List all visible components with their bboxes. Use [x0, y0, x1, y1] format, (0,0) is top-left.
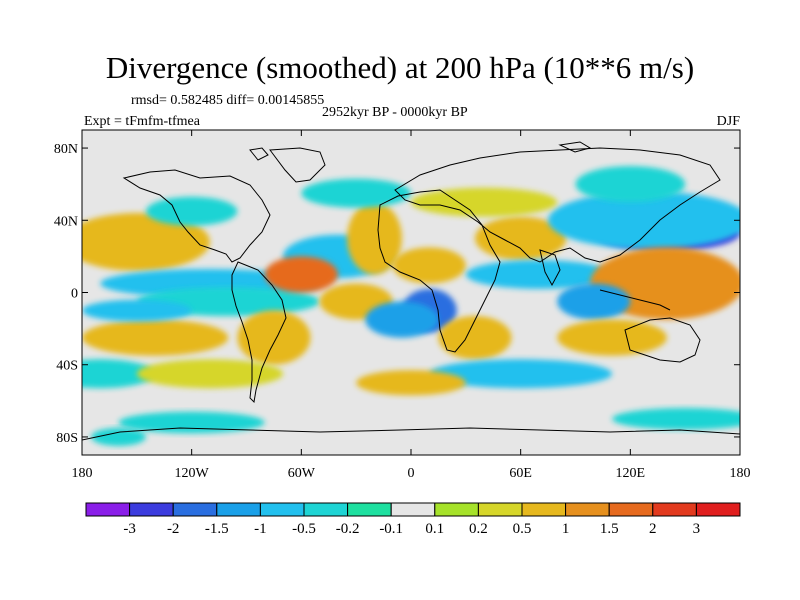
colorbar-swatch	[477, 502, 523, 517]
divergence-blob	[82, 359, 156, 389]
coastlines	[82, 141, 740, 441]
divergence-blob	[411, 187, 558, 217]
chart-title: Divergence (smoothed) at 200 hPa (10**6 …	[105, 50, 695, 85]
x-tick-label: 120W	[175, 466, 210, 481]
divergence-blob	[575, 166, 686, 203]
colorbar-label: 0.2	[469, 521, 488, 537]
stats-text: rmsd= 0.582485 diff= 0.00145855	[131, 93, 325, 108]
map-axes: 80N 40N 0 40S 80S 180 120W 60W 0 60E 120E 180	[54, 130, 751, 481]
x-tick-label: 0	[408, 466, 415, 481]
divergence-blob	[91, 427, 146, 446]
experiment-label: Expt = tFmfm-tfmea	[84, 114, 200, 129]
colorbar-label: 0.5	[513, 521, 532, 537]
y-tick-label: 80S	[56, 431, 78, 446]
colorbar-label: -0.2	[336, 521, 360, 537]
colorbar-swatch	[695, 502, 741, 517]
colorbar-label: 1	[562, 521, 570, 537]
divergence-blob	[557, 319, 667, 356]
colorbar-swatch	[172, 502, 218, 517]
divergence-blob	[548, 191, 740, 250]
divergence-blob	[356, 370, 466, 396]
colorbar-swatch	[565, 502, 610, 517]
colorbar-label: 1.5	[600, 521, 619, 537]
y-tick-label: 0	[71, 287, 78, 302]
colorbar-label: 3	[693, 521, 701, 537]
y-tick-label: 80N	[54, 142, 78, 157]
colorbar-label: -1.5	[205, 521, 229, 537]
divergence-blob	[82, 213, 210, 271]
x-tick-label: 180	[72, 466, 93, 481]
divergence-blob	[365, 301, 439, 338]
colorbar-swatch	[390, 502, 436, 517]
divergence-blob	[465, 260, 613, 289]
y-tick-label: 40S	[56, 359, 78, 374]
colorbar-label: -0.5	[292, 521, 316, 537]
divergence-blob	[264, 256, 338, 293]
divergence-blob	[301, 178, 411, 208]
colorbar-swatch	[608, 502, 654, 517]
colorbar-swatch	[216, 502, 261, 517]
divergence-blob	[136, 359, 284, 389]
x-tick-label: 120E	[616, 466, 646, 481]
colorbar-swatch	[652, 502, 697, 517]
divergence-blob	[82, 319, 229, 356]
colorbar: -3 -2 -1.5 -1 -0.5 -0.2 -0.1 0.1 0.2 0.5 1 1.5 2 3	[85, 502, 741, 537]
divergence-blob	[429, 359, 613, 389]
colorbar-swatch	[85, 502, 131, 517]
colorbar-swatch	[303, 502, 349, 517]
colorbar-swatch	[521, 502, 567, 517]
season-label: DJF	[716, 114, 740, 129]
x-tick-label: 180	[730, 466, 751, 481]
divergence-blob	[347, 202, 402, 275]
divergence-blob	[118, 411, 265, 434]
divergence-blob	[237, 310, 311, 365]
divergence-blob	[474, 216, 567, 260]
x-tick-label: 60E	[509, 466, 532, 481]
divergence-field	[82, 166, 740, 446]
colorbar-swatch	[129, 502, 174, 517]
divergence-blob	[612, 408, 740, 430]
divergence-blob	[82, 299, 192, 322]
divergence-blob	[557, 283, 631, 320]
colorbar-label: -2	[167, 521, 180, 537]
colorbar-label: -3	[123, 521, 136, 537]
divergence-blob	[145, 196, 238, 226]
x-tick-label: 60W	[288, 466, 316, 481]
colorbar-label: -1	[254, 521, 267, 537]
colorbar-swatch	[434, 502, 479, 517]
colorbar-label: 0.1	[425, 521, 444, 537]
colorbar-label: -0.1	[379, 521, 403, 537]
colorbar-label: 2	[649, 521, 657, 537]
colorbar-swatch	[259, 502, 305, 517]
colorbar-swatch	[347, 502, 392, 517]
divergence-blob	[392, 247, 466, 284]
time-range: 2952kyr BP - 0000kyr BP	[322, 105, 468, 120]
y-tick-label: 40N	[54, 214, 78, 229]
divergence-blob	[438, 315, 512, 360]
